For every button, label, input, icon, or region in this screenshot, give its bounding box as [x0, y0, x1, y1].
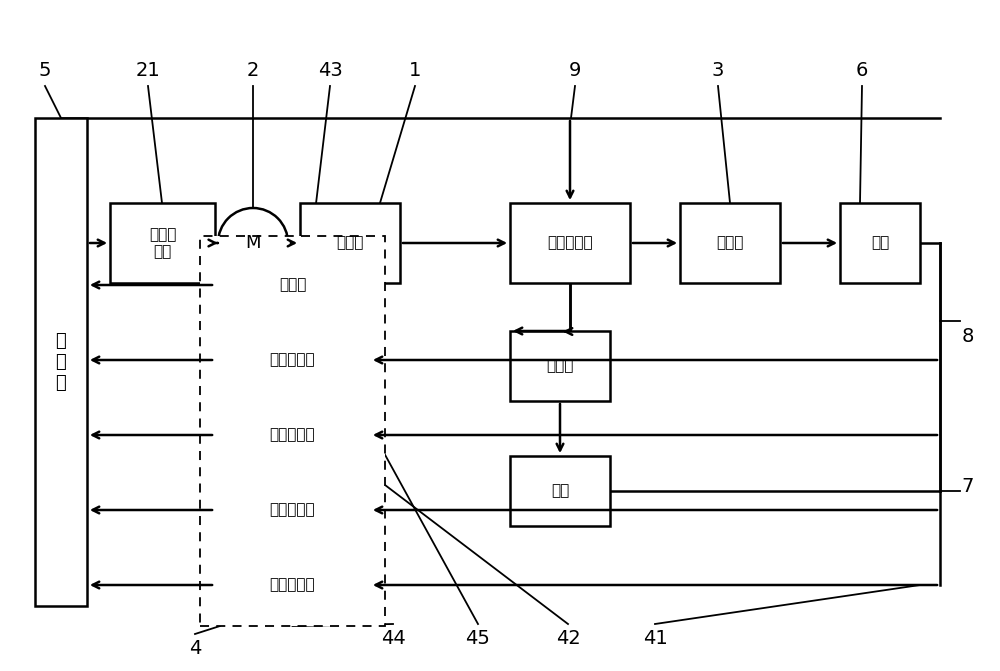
Text: 液压缸: 液压缸 [716, 236, 744, 250]
Bar [215, 329, 370, 391]
Text: 编码器: 编码器 [279, 278, 306, 293]
Text: 控
制
器: 控 制 器 [56, 332, 66, 392]
Text: 7: 7 [962, 476, 974, 495]
Text: 43: 43 [318, 62, 342, 81]
Text: 41: 41 [643, 629, 667, 648]
Text: 位置传感器: 位置传感器 [270, 578, 315, 592]
Text: 42: 42 [556, 629, 580, 648]
Text: 2: 2 [247, 62, 259, 81]
Text: 1: 1 [409, 62, 421, 81]
Bar [680, 203, 780, 283]
Bar [215, 254, 370, 316]
Bar [510, 203, 630, 283]
Text: 4: 4 [189, 639, 201, 658]
Bar [510, 331, 610, 401]
Text: 压力传感器: 压力传感器 [270, 352, 315, 368]
Text: 5: 5 [39, 62, 51, 81]
Text: 6: 6 [856, 62, 868, 81]
Text: 负载: 负载 [871, 236, 889, 250]
Text: 3: 3 [712, 62, 724, 81]
Text: 45: 45 [466, 629, 490, 648]
Text: 驱动适
配器: 驱动适 配器 [149, 227, 176, 259]
Bar [510, 456, 610, 526]
Bar [215, 554, 370, 616]
Text: 9: 9 [569, 62, 581, 81]
Bar [110, 203, 215, 283]
Text: M: M [245, 234, 261, 252]
Text: 8: 8 [962, 327, 974, 346]
Text: 温度传感器: 温度传感器 [270, 503, 315, 517]
Bar [300, 203, 400, 283]
Text: 液压泵: 液压泵 [336, 236, 364, 250]
Bar [200, 236, 385, 626]
Bar [35, 118, 87, 606]
Text: 电磁换向阀: 电磁换向阀 [547, 236, 593, 250]
Text: 44: 44 [381, 629, 405, 648]
Bar [215, 404, 370, 466]
Bar [840, 203, 920, 283]
Text: 溢流阀: 溢流阀 [546, 358, 574, 374]
Bar [215, 479, 370, 541]
Text: 流量传感器: 流量传感器 [270, 427, 315, 442]
Text: 油箱: 油箱 [551, 484, 569, 499]
Text: 21: 21 [136, 62, 160, 81]
